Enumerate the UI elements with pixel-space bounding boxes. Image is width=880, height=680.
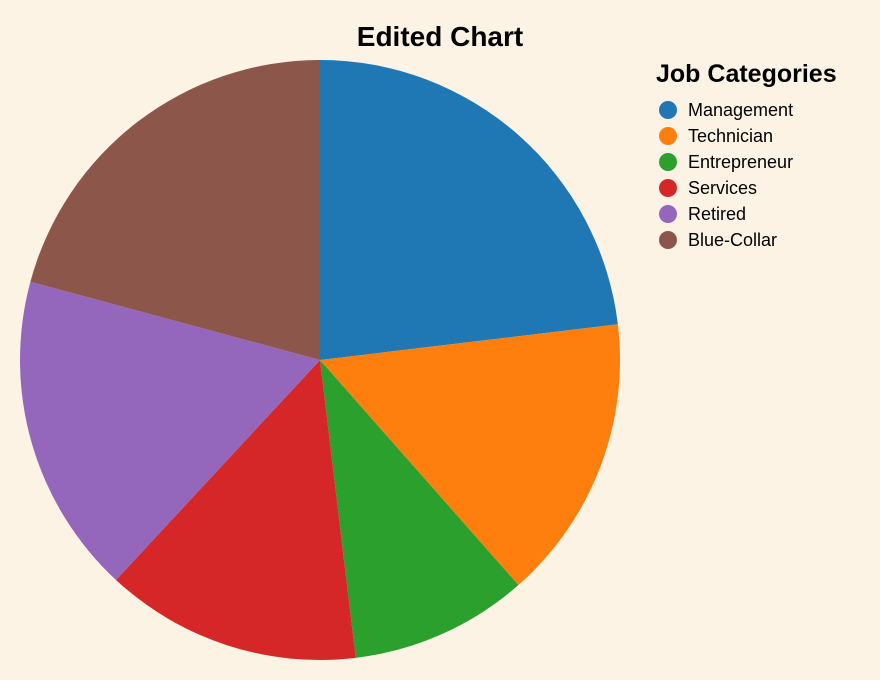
- legend-label-retired: Retired: [688, 204, 746, 224]
- legend-items: Management Technician Entrepreneur Services…: [659, 100, 793, 250]
- legend-swatch-retired: [659, 205, 677, 223]
- legend-swatch-technician: [659, 127, 677, 145]
- legend-label-technician: Technician: [688, 126, 773, 146]
- pie-slice-management[interactable]: [320, 60, 618, 360]
- chart-title: Edited Chart: [357, 21, 523, 52]
- legend-label-management: Management: [688, 100, 793, 120]
- pie-slice-entrepreneur[interactable]: [320, 360, 519, 658]
- legend-label-services: Services: [688, 178, 757, 198]
- legend-label-entrepreneur: Entrepreneur: [688, 152, 793, 172]
- legend: Job Categories Management Technician Entre…: [656, 60, 837, 250]
- pie-slice-retired[interactable]: [20, 281, 320, 580]
- legend-swatch-entrepreneur: [659, 153, 677, 171]
- pie-slice-blue-collar[interactable]: [30, 60, 320, 360]
- legend-title: Job Categories: [656, 60, 837, 88]
- legend-swatch-services: [659, 179, 677, 197]
- pie-slices: [20, 60, 620, 660]
- legend-label-blue-collar: Blue-Collar: [688, 230, 777, 250]
- pie-slice-technician[interactable]: [320, 324, 620, 586]
- pie-slice-services[interactable]: [116, 360, 356, 660]
- legend-swatch-management: [659, 101, 677, 119]
- legend-swatch-blue-collar: [659, 231, 677, 249]
